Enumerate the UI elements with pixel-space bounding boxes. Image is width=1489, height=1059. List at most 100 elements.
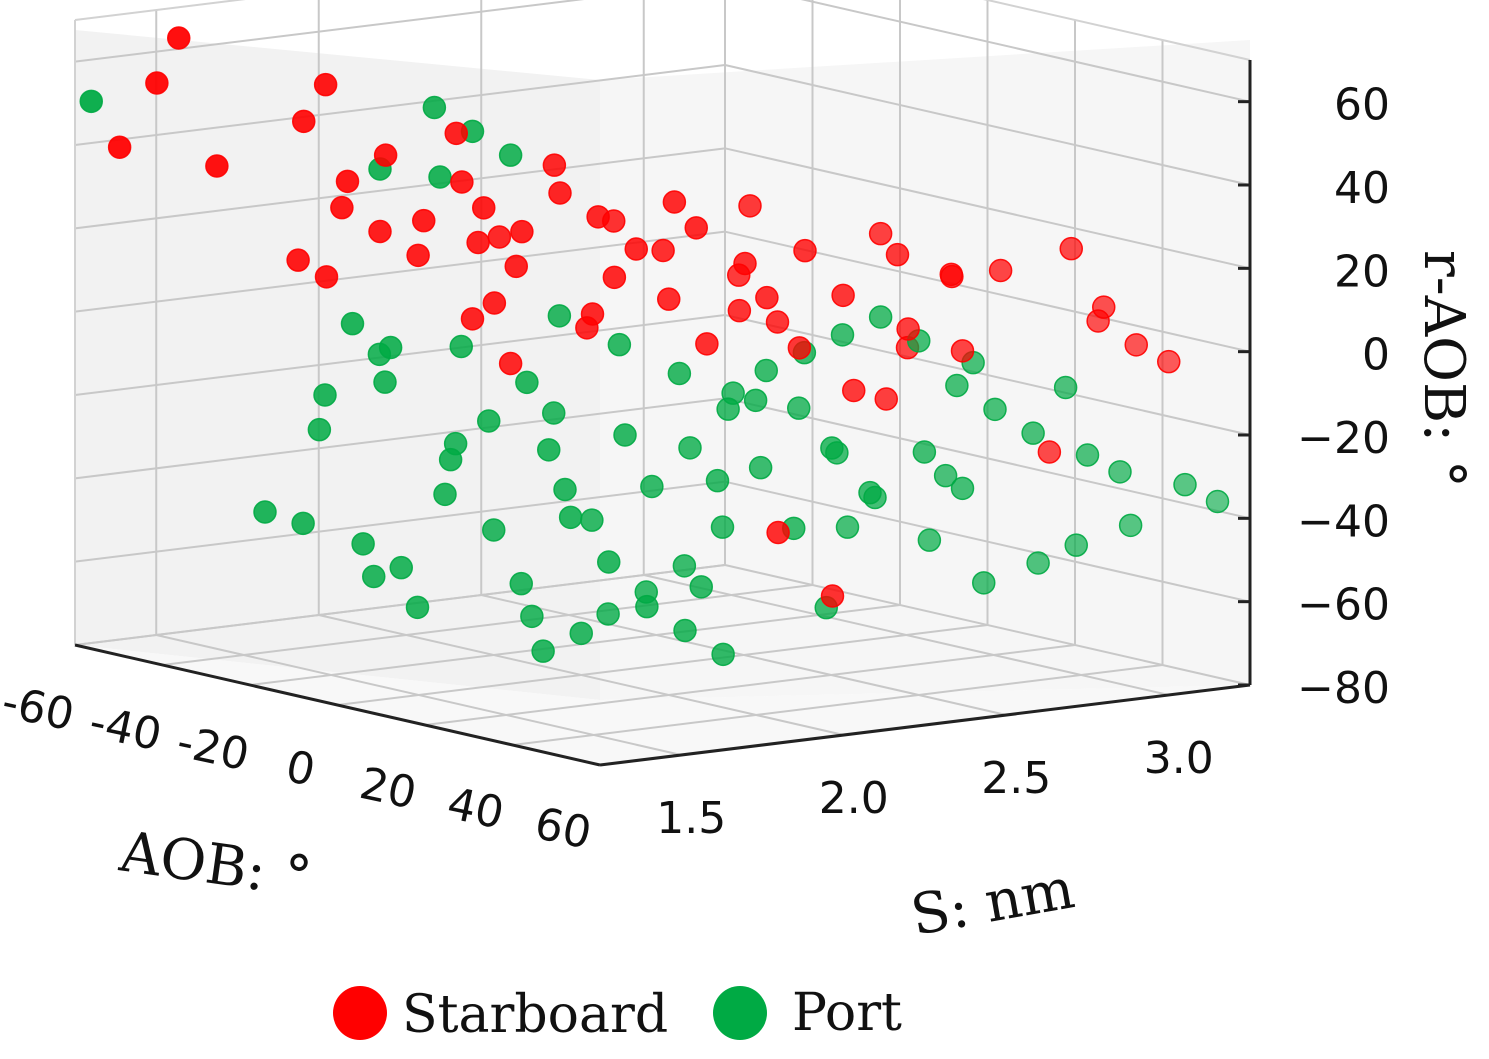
data-point-port	[449, 334, 473, 359]
data-point-starboard	[444, 121, 468, 146]
data-point-port	[743, 388, 768, 413]
z-tick-label: −60	[1297, 580, 1390, 631]
data-point-starboard	[657, 287, 681, 311]
data-point-port	[1108, 460, 1132, 484]
data-point-port	[1118, 513, 1143, 538]
data-point-port	[389, 555, 413, 580]
data-point-starboard	[624, 237, 648, 261]
data-point-port	[716, 397, 740, 421]
data-point-starboard	[842, 378, 866, 403]
data-point-starboard	[602, 265, 627, 290]
x-tick-label: 60	[530, 798, 595, 860]
floor-pane	[75, 645, 1250, 765]
data-point-port	[673, 618, 697, 643]
data-point-starboard	[1092, 295, 1116, 319]
grid-line	[74, 147, 726, 230]
z-tick-label: 0	[1362, 330, 1390, 381]
data-point-port	[580, 508, 604, 532]
data-point-starboard	[738, 194, 762, 218]
data-point-starboard	[286, 248, 310, 272]
x-tick-label: 20	[355, 758, 420, 820]
data-point-port	[705, 468, 730, 493]
data-point-port	[754, 358, 778, 383]
grid-line	[74, 314, 726, 396]
data-point-port	[253, 500, 277, 524]
data-point-port	[378, 335, 403, 360]
z-tick-label: −80	[1297, 663, 1390, 714]
z-tick-label: −40	[1297, 496, 1390, 547]
data-point-port	[351, 532, 375, 556]
legend-label-port: Port	[792, 983, 902, 1043]
data-point-starboard	[793, 238, 817, 263]
data-point-port	[405, 595, 430, 620]
grid-line	[724, 64, 1251, 186]
z-tick-label: −20	[1297, 413, 1390, 464]
grid-line	[249, 604, 901, 686]
data-point-port	[640, 474, 664, 499]
x-tick-label: -40	[85, 696, 166, 761]
data-point-starboard	[504, 254, 528, 279]
pane-edge	[983, 0, 1251, 61]
data-point-port	[678, 436, 702, 460]
grid-line	[162, 584, 813, 666]
x-tick-label: -20	[173, 716, 254, 781]
data-point-starboard	[950, 339, 975, 363]
data-point-starboard	[586, 205, 610, 229]
legend: Starboard Port	[333, 983, 902, 1045]
grid-line	[74, 480, 726, 563]
x-axis-title: AOB: °	[115, 819, 315, 910]
data-point-starboard	[460, 307, 485, 331]
data-point-port	[291, 511, 315, 536]
grid-line	[724, 397, 1251, 520]
data-point-starboard	[988, 258, 1013, 283]
data-point-port	[515, 370, 539, 395]
grid-line	[724, 480, 1251, 603]
data-point-port	[950, 476, 975, 501]
data-point-port	[537, 438, 561, 462]
data-point-port	[1053, 375, 1078, 400]
data-point-port	[433, 482, 457, 507]
grid-line	[337, 624, 988, 706]
data-point-starboard	[831, 283, 855, 308]
data-point-port	[79, 89, 103, 114]
data-point-port	[787, 396, 811, 420]
data-point-port	[983, 397, 1007, 422]
data-point-starboard	[314, 265, 339, 289]
data-point-port	[1026, 551, 1050, 575]
data-point-port	[428, 165, 452, 189]
data-point-starboard	[412, 208, 436, 233]
data-point-starboard	[868, 221, 893, 246]
data-point-starboard	[472, 196, 496, 220]
data-point-starboard	[167, 26, 191, 50]
data-point-starboard	[651, 238, 675, 263]
x-tick-label: -60	[0, 676, 78, 741]
data-point-port	[607, 332, 632, 357]
data-point-port	[477, 409, 501, 433]
data-point-port	[945, 373, 969, 398]
grid-lines	[74, 0, 1251, 766]
data-point-port	[553, 477, 577, 502]
y-axis-line	[599, 683, 1251, 767]
data-point-port	[972, 571, 996, 595]
data-point-starboard	[406, 243, 430, 268]
data-point-port	[1064, 533, 1088, 557]
grid-line	[424, 644, 1076, 726]
data-point-starboard	[542, 153, 567, 177]
data-point-starboard	[1059, 236, 1083, 261]
data-point-port	[482, 518, 506, 542]
data-point-starboard	[765, 310, 790, 334]
data-point-starboard	[580, 302, 605, 326]
y-tick-label: 2.0	[819, 773, 889, 824]
data-point-starboard	[940, 264, 964, 289]
grid-line	[512, 664, 1163, 746]
data-point-port	[1021, 421, 1045, 445]
grid-line	[74, 230, 726, 313]
data-point-port	[547, 304, 572, 328]
data-point-starboard	[695, 332, 719, 356]
data-point-port	[912, 440, 937, 464]
data-point-port	[422, 95, 447, 120]
data-point-starboard	[335, 169, 360, 194]
data-point-port	[689, 575, 713, 599]
data-point-starboard	[107, 135, 132, 159]
